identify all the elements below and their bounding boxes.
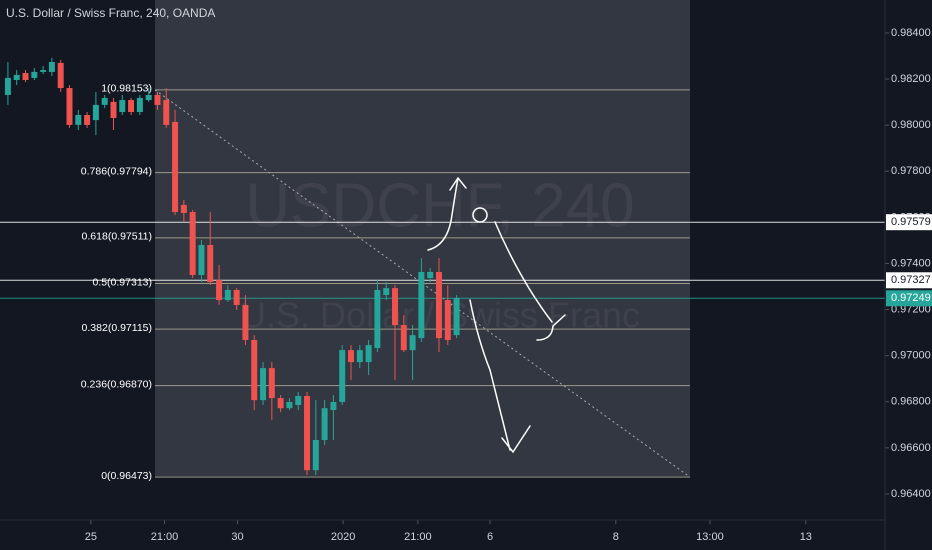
candle-body: [330, 401, 337, 411]
candle-body: [101, 97, 108, 105]
candle-body: [444, 300, 451, 340]
price-tag-label: 0.97249: [891, 292, 931, 304]
y-tick-label: 0.98200: [891, 73, 931, 85]
y-tick-label: 0.97400: [891, 257, 931, 269]
candle-body: [22, 73, 29, 80]
candle-body: [207, 245, 214, 283]
y-tick-label: 0.98400: [891, 27, 931, 39]
y-tick-label: 0.96800: [891, 396, 931, 408]
candle-body: [242, 304, 249, 340]
candle-body: [383, 288, 390, 296]
candle-body: [136, 97, 143, 113]
price-tag: [886, 214, 932, 231]
candle-body: [392, 288, 398, 325]
candle-body: [435, 271, 442, 339]
fib-shade: [155, 0, 690, 478]
price-tag: [886, 290, 932, 307]
x-tick-label: 21:00: [404, 531, 432, 543]
candle-body: [198, 245, 205, 275]
x-tick-label: 13:00: [696, 531, 724, 543]
candle-body: [4, 77, 11, 95]
candle-body: [400, 325, 407, 351]
fib-label: 0.382(0.97115): [82, 322, 152, 334]
fib-label: 0.786(0.97794): [81, 165, 152, 177]
y-tick-label: 0.96400: [891, 488, 931, 500]
candle-body: [13, 74, 20, 80]
candle-body: [286, 401, 293, 409]
candle-body: [145, 94, 152, 101]
candle-body: [268, 368, 275, 399]
candle-body: [216, 280, 223, 301]
candle-body: [119, 100, 126, 113]
candle-body: [356, 350, 363, 363]
fib-label: 0.618(0.97511): [82, 231, 152, 243]
plot: 0.984000.982000.980000.978000.976000.974…: [0, 27, 932, 543]
candle-body: [260, 368, 267, 401]
drawings: [427, 176, 566, 454]
y-tick-label: 0.97800: [891, 165, 931, 177]
x-tick-label: 21:00: [151, 531, 179, 543]
candle-body: [365, 345, 372, 363]
y-tick-label: 0.98000: [891, 119, 931, 131]
candle-body: [57, 62, 64, 89]
y-tick-label: 0.96600: [891, 442, 931, 454]
candle-body: [312, 440, 319, 471]
candle-body: [277, 398, 284, 409]
candle-body: [321, 408, 328, 441]
candle-body: [40, 70, 47, 72]
candle-body: [189, 212, 196, 275]
candle-body: [31, 71, 38, 78]
y-tick-label: 0.97200: [891, 303, 931, 315]
candle-body: [154, 94, 161, 105]
candle-body: [251, 339, 258, 401]
candle-body: [224, 289, 231, 301]
candle-body: [304, 395, 311, 471]
candle-body: [84, 115, 91, 125]
candle-body: [172, 121, 179, 213]
fib-label: 0.5(0.97313): [92, 276, 152, 288]
price-tag-label: 0.97579: [891, 216, 931, 228]
candle-body: [92, 104, 99, 121]
curve-right: [494, 221, 566, 341]
x-tick-label: 30: [231, 531, 243, 543]
candle-body: [374, 289, 381, 349]
chart-title: U.S. Dollar / Swiss Franc, 240, OANDA: [6, 6, 215, 20]
candle-body: [233, 289, 240, 305]
candle-body: [66, 88, 73, 125]
candle-body: [163, 100, 170, 125]
candle-body: [453, 298, 460, 336]
x-tick-label: 2020: [331, 531, 355, 543]
candle-body: [427, 271, 434, 278]
candle-body: [295, 395, 302, 405]
x-tick-label: 6: [487, 531, 493, 543]
arrow-up: [427, 176, 467, 251]
candle-body: [48, 62, 55, 72]
fib-label: 1(0.98153): [101, 83, 152, 95]
watermark: USDCHF, 240: [245, 171, 634, 240]
fib-label: 0(0.96473): [101, 470, 152, 482]
fib-area: [155, 0, 690, 478]
candle-body: [75, 115, 82, 125]
x-tick-label: 8: [613, 531, 619, 543]
candle-body: [418, 271, 425, 339]
candle-body: [348, 350, 354, 363]
y-tick-label: 0.97000: [891, 350, 931, 362]
price-tag: [886, 272, 932, 289]
candle-body: [110, 101, 117, 119]
arrow-down: [469, 299, 531, 454]
candle-body: [128, 100, 135, 113]
candle-body: [339, 350, 346, 402]
circle-mark: [472, 207, 488, 223]
fib-label: 0.236(0.96870): [81, 378, 152, 390]
price-tag-label: 0.97327: [891, 274, 931, 286]
x-tick-label: 25: [85, 531, 97, 543]
candle-body: [409, 335, 416, 351]
candle-body: [180, 204, 187, 213]
x-tick-label: 13: [800, 531, 812, 543]
